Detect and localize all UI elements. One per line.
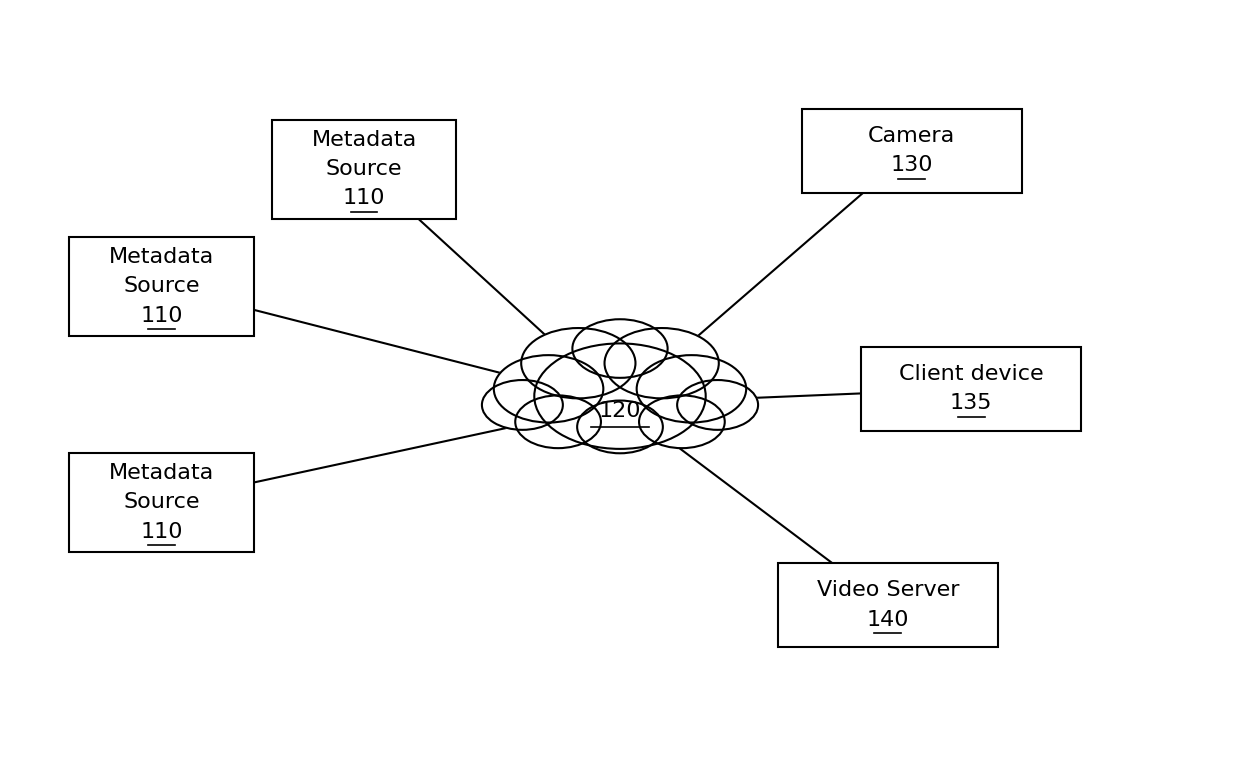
Circle shape: [639, 395, 724, 448]
Text: 120: 120: [599, 401, 641, 421]
Text: 110: 110: [140, 305, 184, 326]
Text: Source: Source: [124, 276, 200, 296]
Text: 130: 130: [890, 156, 932, 175]
FancyBboxPatch shape: [69, 237, 254, 336]
Circle shape: [677, 380, 758, 430]
FancyBboxPatch shape: [801, 108, 1022, 193]
Circle shape: [636, 355, 746, 423]
Circle shape: [605, 328, 719, 398]
Text: Client device: Client device: [899, 364, 1044, 385]
Circle shape: [516, 395, 601, 448]
Circle shape: [573, 319, 667, 378]
Circle shape: [534, 343, 706, 449]
Text: Metadata: Metadata: [109, 463, 215, 483]
FancyBboxPatch shape: [69, 453, 254, 552]
Text: 140: 140: [867, 610, 909, 629]
Text: Metadata: Metadata: [311, 130, 417, 150]
Text: 135: 135: [950, 394, 992, 414]
Circle shape: [494, 355, 604, 423]
Text: Camera: Camera: [868, 126, 955, 146]
Text: 110: 110: [342, 188, 386, 208]
FancyBboxPatch shape: [861, 346, 1081, 431]
Text: Source: Source: [326, 159, 402, 179]
Text: Video Server: Video Server: [817, 580, 959, 600]
FancyBboxPatch shape: [777, 563, 998, 647]
Circle shape: [482, 380, 563, 430]
Text: Metadata: Metadata: [109, 247, 215, 267]
FancyBboxPatch shape: [272, 120, 456, 218]
Text: Source: Source: [124, 492, 200, 513]
Text: 110: 110: [140, 522, 184, 542]
Circle shape: [577, 401, 663, 453]
Circle shape: [521, 328, 635, 398]
